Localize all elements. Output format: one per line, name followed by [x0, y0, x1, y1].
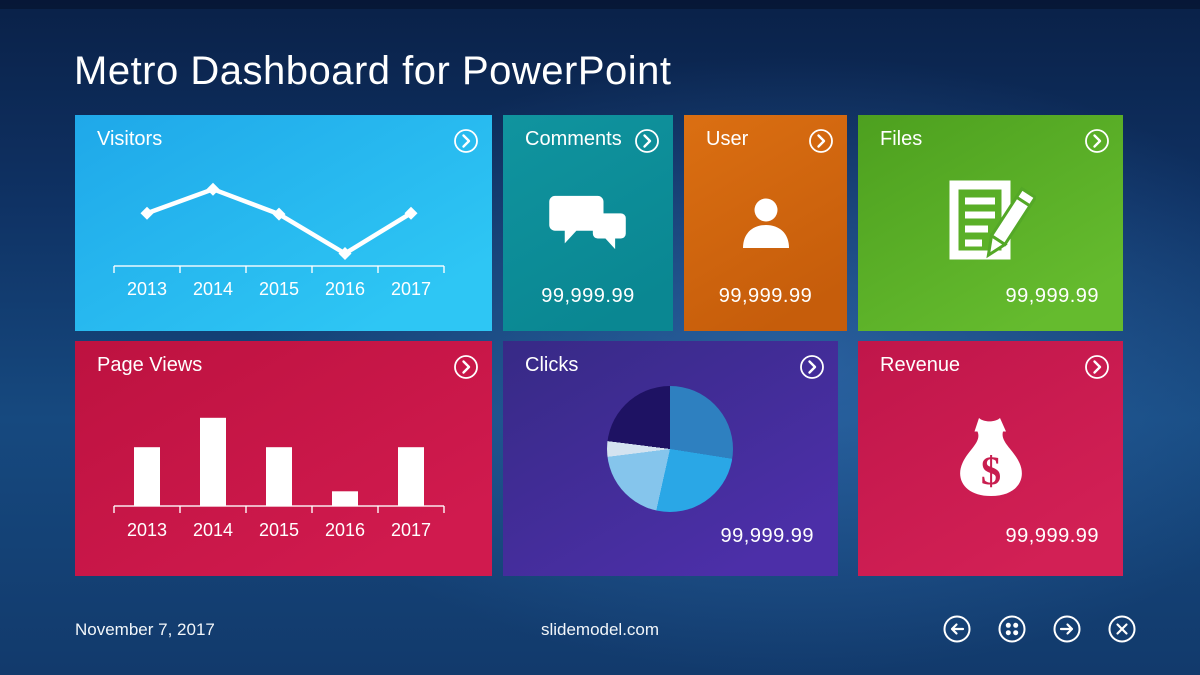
chevron-right-circle-icon[interactable]	[799, 354, 825, 380]
svg-text:2017: 2017	[391, 520, 431, 540]
tile-page-views-title: Page Views	[97, 354, 203, 376]
footer-navigation	[942, 614, 1137, 644]
footer-date: November 7, 2017	[75, 620, 215, 639]
comments-value: 99,999.99	[541, 285, 635, 307]
tile-files[interactable]: Files 99,999.99	[858, 115, 1123, 331]
visitors-line-chart: 2013 2014 2015 2016 2017	[75, 115, 492, 331]
svg-text:2015: 2015	[259, 520, 299, 540]
chevron-right-circle-icon[interactable]	[453, 354, 479, 380]
tile-files-title: Files	[880, 128, 923, 150]
chevron-right-circle-icon[interactable]	[634, 128, 660, 154]
tile-page-views[interactable]: Page Views 2013 2014 2015 2016 2017	[75, 341, 492, 576]
tile-comments[interactable]: Comments 99,999.99	[503, 115, 673, 331]
clicks-pie-chart	[607, 386, 733, 512]
svg-text:2014: 2014	[193, 279, 233, 299]
chevron-right-circle-icon[interactable]	[808, 128, 834, 154]
clicks-value: 99,999.99	[720, 525, 814, 547]
tile-user-title: User	[706, 128, 749, 150]
svg-text:2016: 2016	[325, 279, 365, 299]
person-icon	[738, 196, 794, 254]
forward-icon[interactable]	[1052, 614, 1082, 644]
page-views-bar-chart: 2013 2014 2015 2016 2017	[75, 341, 492, 576]
tile-user[interactable]: User 99,999.99	[684, 115, 847, 331]
back-icon[interactable]	[942, 614, 972, 644]
revenue-value: 99,999.99	[1005, 525, 1099, 547]
tile-revenue[interactable]: Revenue $ 99,999.99	[858, 341, 1123, 576]
svg-text:2017: 2017	[391, 279, 431, 299]
tile-visitors[interactable]: Visitors 2013 2014 2015 2016 2017	[75, 115, 492, 331]
svg-text:2013: 2013	[127, 520, 167, 540]
page-title: Metro Dashboard for PowerPoint	[74, 49, 672, 93]
svg-text:2016: 2016	[325, 520, 365, 540]
document-pencil-icon	[946, 179, 1036, 267]
footer-watermark: slidemodel.com	[540, 620, 660, 639]
svg-text:2013: 2013	[127, 279, 167, 299]
user-value: 99,999.99	[718, 285, 813, 307]
money-bag-icon: $	[949, 416, 1033, 510]
tile-clicks-title: Clicks	[525, 354, 579, 376]
files-value: 99,999.99	[1005, 285, 1099, 307]
chevron-right-circle-icon[interactable]	[1084, 128, 1110, 154]
chevron-right-circle-icon[interactable]	[453, 128, 479, 154]
speech-bubbles-icon	[547, 192, 629, 254]
chevron-right-circle-icon[interactable]	[1084, 354, 1110, 380]
svg-text:$: $	[980, 448, 1000, 493]
close-icon[interactable]	[1107, 614, 1137, 644]
tile-clicks[interactable]: Clicks 99,999.99	[503, 341, 838, 576]
tile-comments-title: Comments	[525, 128, 622, 150]
tile-visitors-title: Visitors	[97, 128, 163, 150]
svg-text:2015: 2015	[259, 279, 299, 299]
tile-revenue-title: Revenue	[880, 354, 961, 376]
svg-text:2014: 2014	[193, 520, 233, 540]
menu-icon[interactable]	[997, 614, 1027, 644]
